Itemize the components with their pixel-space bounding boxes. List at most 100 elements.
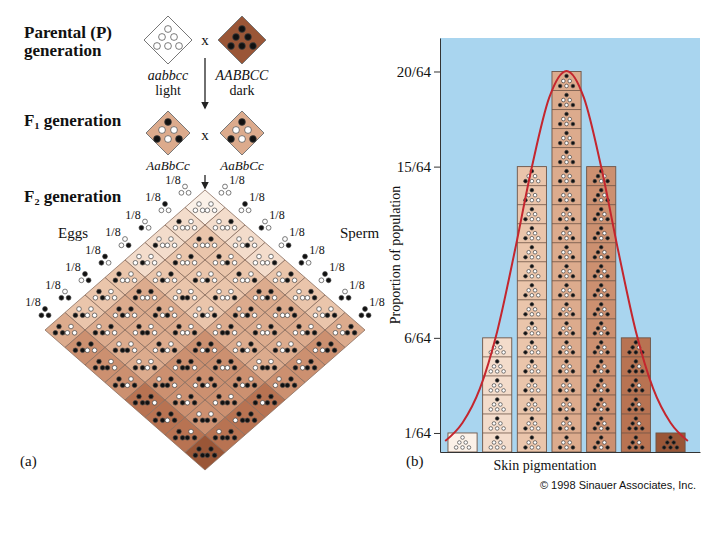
recessive-allele xyxy=(169,342,174,347)
dominant-allele xyxy=(565,93,569,97)
recessive-allele xyxy=(530,274,534,278)
recessive-allele xyxy=(277,342,282,347)
recessive-allele xyxy=(530,370,534,374)
offspring-cell xyxy=(105,260,145,295)
recessive-allele xyxy=(159,127,166,134)
recessive-allele xyxy=(568,422,572,426)
dominant-allele xyxy=(495,417,499,421)
cell-shape xyxy=(205,243,245,278)
dominant-allele xyxy=(133,296,138,301)
offspring-cell xyxy=(105,295,145,330)
recessive-allele xyxy=(220,296,225,301)
recessive-allele xyxy=(599,198,603,202)
recessive-allele xyxy=(133,261,138,266)
offspring-cell xyxy=(105,365,145,400)
dominant-allele xyxy=(60,331,65,336)
dominant-allele xyxy=(245,313,250,318)
dominant-allele xyxy=(628,389,632,393)
box-divider xyxy=(621,375,650,376)
dominant-allele xyxy=(160,418,165,423)
dominant-allele xyxy=(157,342,162,347)
dominant-allele xyxy=(571,141,575,145)
recessive-allele xyxy=(193,383,198,388)
dominant-allele xyxy=(265,366,270,371)
panel-label: (a) xyxy=(20,453,37,470)
recessive-allele xyxy=(565,274,569,278)
dominant-allele xyxy=(593,217,597,221)
gamete-frequency: 1/8 xyxy=(309,243,324,257)
copyright: © 1998 Sinauer Associates, Inc. xyxy=(540,479,696,491)
recessive-allele xyxy=(599,179,603,183)
cell-shape xyxy=(245,278,285,313)
recessive-allele xyxy=(157,237,162,242)
recessive-allele xyxy=(273,278,278,283)
dominant-allele xyxy=(245,383,250,388)
recessive-allele xyxy=(200,208,205,213)
recessive-allele xyxy=(157,272,162,277)
cell-shape xyxy=(145,365,185,400)
cell-shape xyxy=(185,295,225,330)
recessive-allele xyxy=(495,427,499,431)
recessive-allele xyxy=(533,174,537,178)
arrow xyxy=(204,175,205,188)
dominant-allele xyxy=(558,236,562,240)
dominant-allele xyxy=(634,446,638,450)
dominant-allele xyxy=(631,403,635,407)
box-divider xyxy=(587,185,616,186)
box-divider xyxy=(483,375,512,376)
dominant-allele xyxy=(606,313,610,317)
offspring-cell xyxy=(45,313,85,348)
recessive-allele xyxy=(565,141,569,145)
recessive-allele xyxy=(123,237,128,242)
recessive-allele xyxy=(225,296,230,301)
recessive-allele xyxy=(193,243,198,248)
dominant-allele xyxy=(57,324,62,329)
dominant-allele xyxy=(292,313,297,318)
dominant-allele xyxy=(599,436,603,440)
dominant-allele xyxy=(286,243,291,248)
recessive-allele xyxy=(599,408,603,412)
recessive-allele xyxy=(165,243,170,248)
cell-shape xyxy=(185,435,225,470)
dominant-allele xyxy=(593,236,597,240)
recessive-allele xyxy=(217,324,222,329)
dominant-allele xyxy=(157,412,162,417)
dominant-allele xyxy=(495,341,499,345)
recessive-allele xyxy=(180,261,185,266)
offspring-cell xyxy=(265,365,305,400)
recessive-allele xyxy=(568,384,572,388)
dominant-allele xyxy=(228,43,235,50)
offspring-cell xyxy=(165,313,205,348)
box-divider xyxy=(552,185,581,186)
dominant-allele xyxy=(524,217,528,221)
recessive-allele xyxy=(565,122,569,126)
dominant-allele xyxy=(530,360,534,364)
recessive-allele xyxy=(530,236,534,240)
recessive-allele xyxy=(265,261,270,266)
recessive-allele xyxy=(599,236,603,240)
cell-shape xyxy=(185,225,225,260)
dominant-allele xyxy=(165,119,172,126)
dominant-allele xyxy=(565,264,569,268)
gamete-frequency: 1/8 xyxy=(105,225,120,239)
offspring-cell xyxy=(125,313,165,348)
recessive-allele xyxy=(489,408,493,412)
dominant-allele xyxy=(599,341,603,345)
dominant-allele xyxy=(169,272,174,277)
dominant-allele xyxy=(239,119,246,126)
recessive-allele xyxy=(499,365,503,369)
offspring-cell xyxy=(185,330,225,365)
recessive-allele xyxy=(533,384,537,388)
dominant-allele xyxy=(212,453,217,458)
cell-shape xyxy=(165,313,205,348)
recessive-allele xyxy=(260,296,265,301)
dominant-allele xyxy=(593,427,597,431)
dominant-allele xyxy=(100,296,105,301)
offspring-cell xyxy=(205,278,245,313)
recessive-allele xyxy=(562,422,566,426)
recessive-allele xyxy=(252,243,257,248)
offspring-cell xyxy=(225,260,265,295)
dominant-allele xyxy=(326,278,331,283)
offspring-cell xyxy=(85,348,125,383)
offspring-cell xyxy=(225,365,265,400)
